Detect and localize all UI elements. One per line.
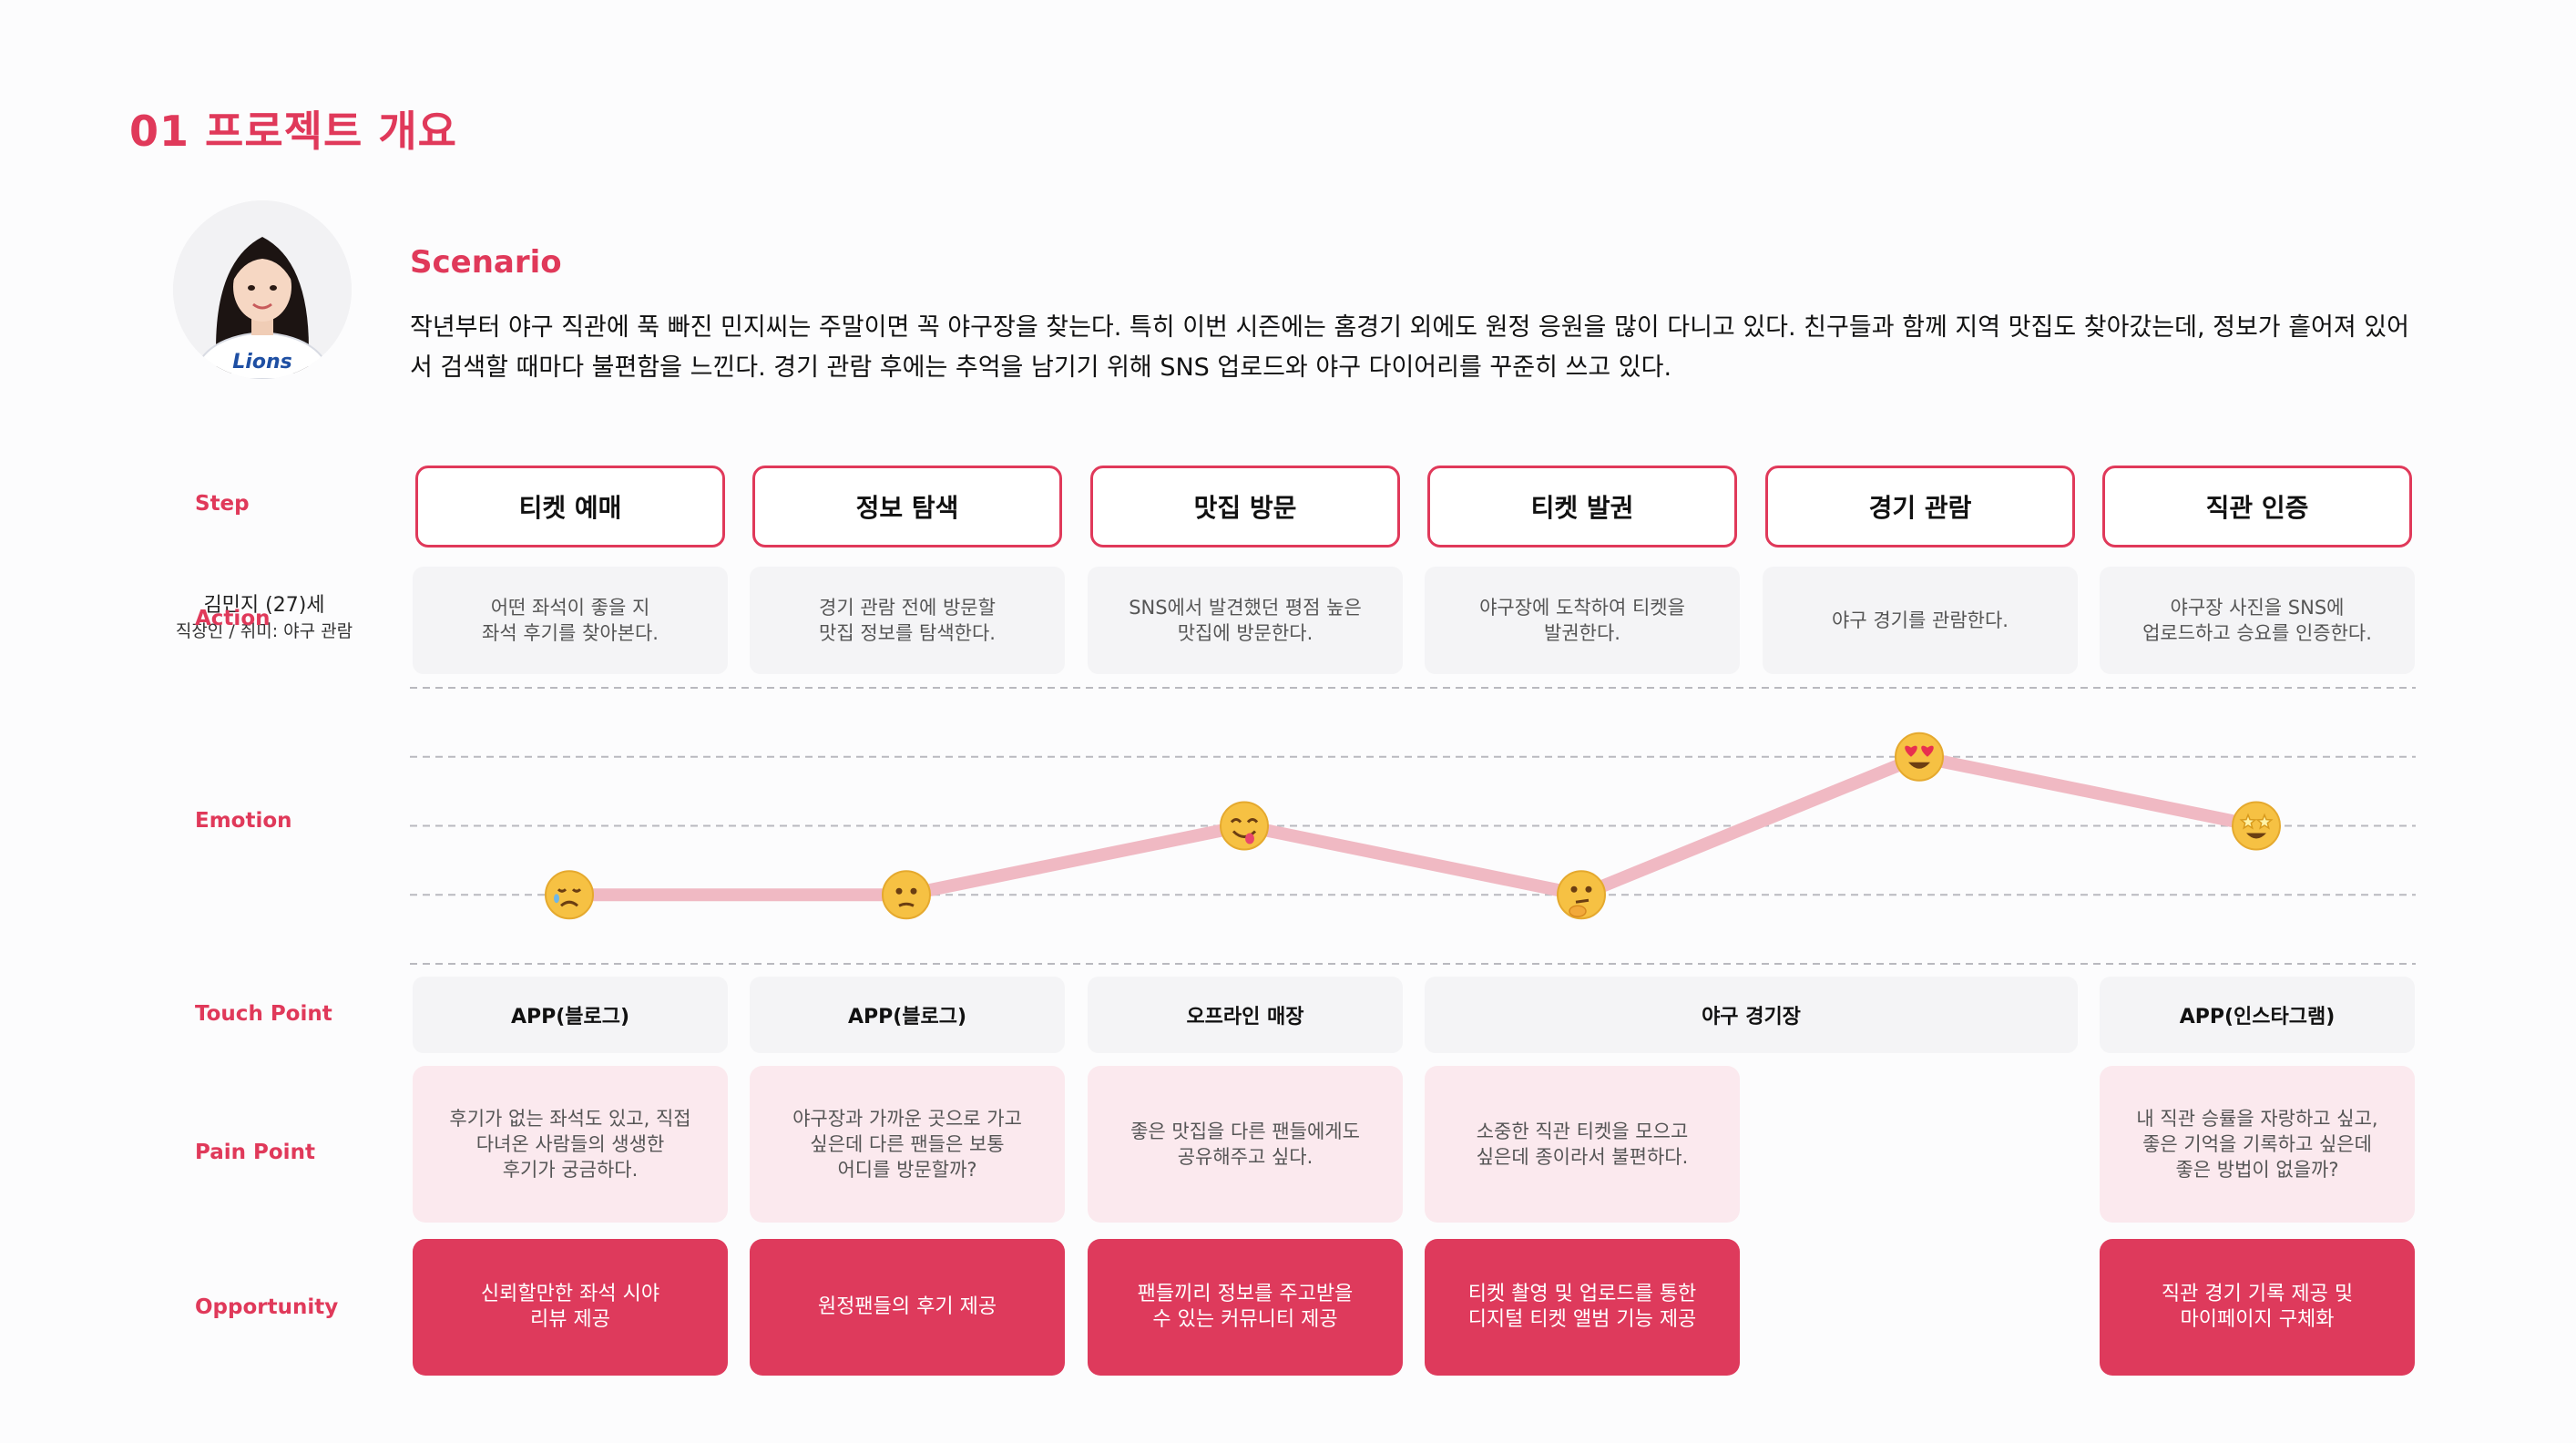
action-box-2: 경기 관람 전에 방문할 맛집 정보를 탐색한다. xyxy=(750,567,1065,674)
opportunity-3: 팬들끼리 정보를 주고받을 수 있는 커뮤니티 제공 xyxy=(1088,1239,1403,1376)
avatar: Lions xyxy=(173,200,352,379)
action-box-1: 어떤 좌석이 좋을 지 좌석 후기를 찾아본다. xyxy=(413,567,728,674)
touch-point-3: 오프라인 매장 xyxy=(1088,977,1403,1053)
pain-point-3: 좋은 맛집을 다른 팬들에게도 공유해주고 싶다. xyxy=(1088,1066,1403,1223)
row-label-pain-point: Pain Point xyxy=(195,1141,315,1164)
opportunity-1: 신뢰할만한 좌석 시야 리뷰 제공 xyxy=(413,1239,728,1376)
step-box-3: 맛집 방문 xyxy=(1090,466,1400,548)
step-box-1: 티켓 예매 xyxy=(415,466,725,548)
emotion-point-sad-face-icon xyxy=(545,870,594,920)
pain-point-1: 후기가 없는 좌석도 있고, 직접 다녀온 사람들의 생생한 후기가 궁금하다. xyxy=(413,1066,728,1223)
action-box-6: 야구장 사진을 SNS에 업로드하고 승요를 인증한다. xyxy=(2100,567,2415,674)
pain-point-2: 야구장과 가까운 곳으로 가고 싶은데 다른 팬들은 보통 어디를 방문할까? xyxy=(750,1066,1065,1223)
row-label-action: Action xyxy=(195,607,271,630)
page-title: 01 프로젝트 개요 xyxy=(129,107,457,156)
emotion-point-heart-eyes-face-icon xyxy=(1895,732,1944,782)
row-label-step: Step xyxy=(195,492,250,516)
emotion-point-confused-face-icon xyxy=(882,870,931,920)
opportunity-4: 티켓 촬영 및 업로드를 통한 디지털 티켓 앨범 기능 제공 xyxy=(1425,1239,1740,1376)
step-box-5: 경기 관람 xyxy=(1765,466,2075,548)
step-box-4: 티켓 발권 xyxy=(1427,466,1737,548)
svg-text:Lions: Lions xyxy=(232,351,291,374)
touch-point-1: APP(블로그) xyxy=(413,977,728,1053)
touch-point-2: APP(블로그) xyxy=(750,977,1065,1053)
step-box-2: 정보 탐색 xyxy=(752,466,1062,548)
row-label-touch-point: Touch Point xyxy=(195,1002,332,1026)
row-label-opportunity: Opportunity xyxy=(195,1295,339,1319)
action-box-3: SNS에서 발견했던 평점 높은 맛집에 방문한다. xyxy=(1088,567,1403,674)
row-label-emotion: Emotion xyxy=(195,809,292,833)
emotion-point-thinking-face-icon xyxy=(1557,870,1606,920)
action-box-5: 야구 경기를 관람한다. xyxy=(1763,567,2078,674)
emotion-point-yum-face-icon xyxy=(1220,801,1269,851)
emotion-point-star-eyes-face-icon xyxy=(2232,801,2281,851)
touch-point-4: 야구 경기장 xyxy=(1425,977,2078,1053)
scenario-text: 작년부터 야구 직관에 푹 빠진 민지씨는 주말이면 꼭 야구장을 찾는다. 특… xyxy=(410,313,2409,382)
persona-name: 김민지 (27)세 xyxy=(203,594,325,617)
action-box-4: 야구장에 도착하여 티켓을 발권한다. xyxy=(1425,567,1740,674)
touch-point-5: APP(인스타그램) xyxy=(2100,977,2415,1053)
avatar-portrait-icon: Lions xyxy=(173,200,352,379)
opportunity-2: 원정팬들의 후기 제공 xyxy=(750,1239,1065,1376)
opportunity-5: 직관 경기 기록 제공 및 마이페이지 구체화 xyxy=(2100,1239,2415,1376)
emotion-line xyxy=(563,750,2263,902)
pain-point-4: 소중한 직관 티켓을 모으고 싶은데 종이라서 불편하다. xyxy=(1425,1066,1740,1223)
persona-description: 직장인 / 취미: 야구 관람 xyxy=(175,621,353,641)
pain-point-5: 내 직관 승률을 자랑하고 싶고, 좋은 기억을 기록하고 싶은데 좋은 방법이… xyxy=(2100,1066,2415,1223)
scenario-heading: Scenario xyxy=(410,244,562,281)
step-box-6: 직관 인증 xyxy=(2102,466,2412,548)
